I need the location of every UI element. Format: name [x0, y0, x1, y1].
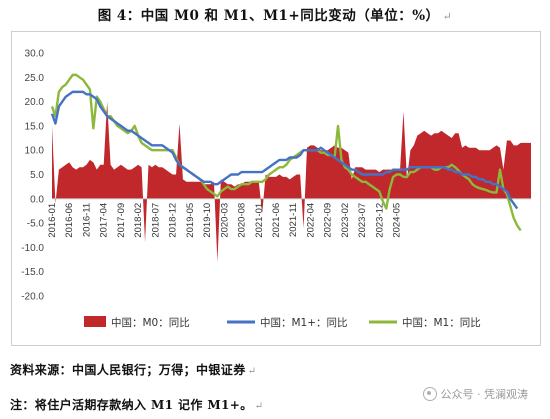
x-tick-label: 2017-09 — [116, 203, 127, 238]
x-tick-label: 2022-09 — [323, 203, 334, 238]
x-tick-label: 2021-01 — [254, 203, 265, 238]
y-tick-label: -20.0 — [21, 292, 44, 303]
source-note: 资料来源：中国人民银行；万得；中银证券 ↵ — [10, 361, 256, 378]
watermark: 公众号 · 凭澜观涛 — [422, 386, 529, 402]
footnote: 注：将住户活期存款纳入 M1 记作 M1+。 ↵ — [10, 396, 263, 413]
x-tick-label: 2016-06 — [64, 203, 75, 238]
legend-swatch-m0 — [84, 316, 106, 327]
x-tick-label: 2021-11 — [288, 203, 299, 237]
series-m1plus-line — [50, 90, 519, 210]
y-tick-label: 30.0 — [25, 49, 45, 60]
x-tick-label: 2022-04 — [305, 203, 316, 238]
paragraph-mark-icon: ↵ — [247, 366, 257, 377]
paragraph-mark-icon: ↵ — [442, 10, 453, 23]
y-tick-label: -5.0 — [27, 219, 45, 230]
y-tick-label: 10.0 — [25, 146, 45, 157]
chart-figure-title: 图 4：中国 M0 和 M1、M1+同比变动（单位：%） ↵ — [0, 4, 550, 24]
x-tick-label: 2020-03 — [219, 203, 230, 238]
wechat-account-icon — [422, 387, 437, 401]
x-tick-label: 2023-02 — [340, 203, 351, 238]
x-tick-label: 2024-05 — [392, 203, 403, 238]
footnote-text: 注：将住户活期存款纳入 M1 记作 M1+。 — [10, 398, 253, 412]
x-tick-label: 2019-05 — [185, 203, 196, 238]
source-note-text: 资料来源：中国人民银行；万得；中银证券 — [10, 363, 246, 377]
x-tick-label: 2016-01 — [47, 203, 58, 238]
y-tick-label: -15.0 — [21, 267, 44, 278]
x-tick-label: 2018-07 — [150, 203, 161, 238]
x-tick-label: 2020-08 — [237, 203, 248, 238]
y-tick-label: 15.0 — [25, 121, 45, 132]
x-tick-label: 2018-12 — [168, 203, 179, 238]
watermark-text: 公众号 · 凭澜观涛 — [440, 388, 529, 401]
legend-label: 中国：M1+：同比 — [260, 316, 348, 329]
x-tick-label: 2019-10 — [202, 203, 213, 238]
x-tick-label: 2023-12 — [374, 203, 385, 238]
y-tick-label: -10.0 — [21, 243, 44, 254]
chart-frame: 30.0 25.0 20.0 15.0 10.0 5.0 0.0 -5.0 -10.0 -15.0… — [11, 31, 541, 346]
x-tick-label: 2016-11 — [81, 203, 92, 237]
money-supply-chart: 30.0 25.0 20.0 15.0 10.0 5.0 0.0 -5.0 -10.0 -15.0… — [21, 49, 531, 329]
x-tick-label: 2023-07 — [357, 203, 368, 238]
figure-title-text: 图 4：中国 M0 和 M1、M1+同比变动（单位：%） — [97, 8, 440, 24]
x-tick-label: 2018-02 — [133, 203, 144, 238]
y-tick-label: 5.0 — [30, 170, 44, 181]
paragraph-mark-icon: ↵ — [254, 401, 264, 412]
legend-label: 中国：M1：同比 — [402, 316, 481, 329]
y-tick-label: 25.0 — [25, 73, 45, 84]
y-tick-label: 0.0 — [30, 194, 44, 205]
series-m0-area — [52, 101, 531, 262]
legend-label: 中国：M0：同比 — [111, 316, 190, 329]
y-tick-label: 20.0 — [25, 97, 45, 108]
x-tick-label: 2021-06 — [271, 203, 282, 238]
x-tick-label: 2017-04 — [99, 203, 110, 238]
